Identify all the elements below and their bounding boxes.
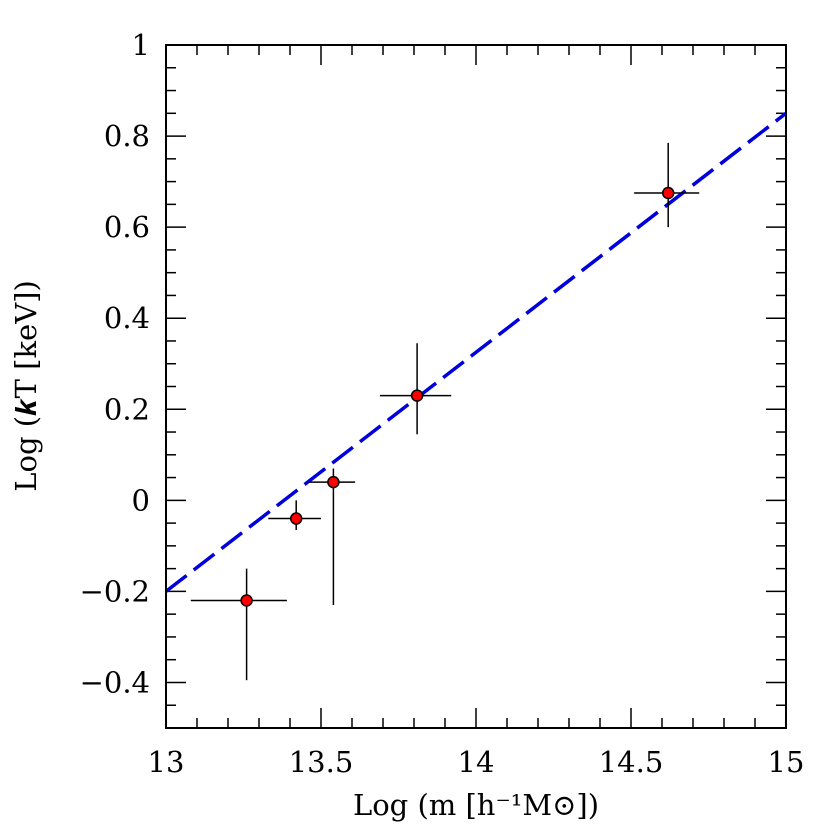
y-tick-label: 0.6 [104, 210, 150, 244]
errorbar-layer [190, 142, 700, 681]
data-point [240, 594, 253, 607]
x-tick-label: 13 [148, 745, 185, 779]
data-point [661, 186, 675, 200]
y-axis-label: Log (𝒌T [keV]) [9, 280, 43, 492]
data-point [289, 512, 303, 525]
x-tick-label: 15 [768, 745, 805, 779]
y-tick-label: −0.4 [80, 665, 150, 699]
y-tick-label: 0.4 [104, 301, 150, 335]
ticks-layer [165, 44, 787, 729]
data-point [410, 389, 424, 402]
y-tick-labels: −0.4 −0.2 0 0.2 0.4 0.6 0.8 1 [80, 28, 150, 699]
x-tick-labels: 13 13.5 14 14.5 15 [148, 745, 805, 779]
y-tick-label: 1 [132, 28, 150, 62]
y-tick-label: 0 [132, 483, 150, 517]
y-tick-label: 0.8 [104, 119, 150, 153]
x-tick-label: 14.5 [599, 745, 664, 779]
fit-line [164, 111, 788, 593]
fit-layer [164, 111, 788, 593]
x-tick-label: 14 [458, 745, 495, 779]
points-layer [240, 186, 675, 607]
data-point [327, 475, 340, 489]
y-tick-label: −0.2 [80, 574, 150, 608]
x-axis-label: Log (m [h⁻¹M⊙]) [353, 788, 599, 822]
x-tick-label: 13.5 [289, 745, 354, 779]
y-tick-label: 0.2 [104, 392, 150, 426]
plot-frame [165, 44, 787, 729]
